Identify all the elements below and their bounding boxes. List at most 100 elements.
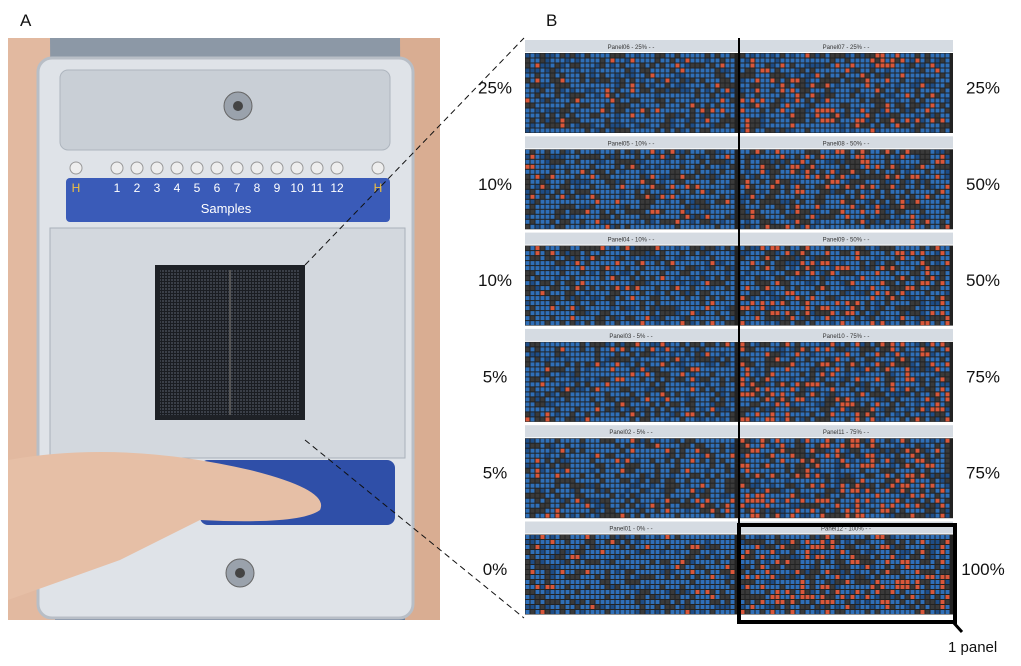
heatmap-cell	[530, 392, 535, 397]
heatmap-cell	[555, 281, 560, 286]
heatmap-cell	[570, 179, 575, 184]
heatmap-cell	[525, 311, 530, 316]
heatmap-cell	[570, 382, 575, 387]
heatmap-cell	[630, 98, 635, 103]
heatmap-cell	[655, 256, 660, 261]
heatmap-cell	[790, 194, 795, 199]
heatmap-cell	[685, 179, 690, 184]
heatmap-cell	[905, 149, 910, 154]
heatmap-cell	[640, 189, 645, 194]
heatmap-cell	[750, 342, 755, 347]
heatmap-cell	[600, 189, 605, 194]
heatmap-cell	[660, 412, 665, 417]
heatmap-cell	[915, 352, 920, 357]
heatmap-cell	[555, 246, 560, 251]
heatmap-cell	[620, 93, 625, 98]
heatmap-cell	[685, 321, 690, 326]
heatmap-cell	[855, 78, 860, 83]
heatmap-cell	[690, 194, 695, 199]
heatmap-cell	[590, 316, 595, 321]
heatmap-cell	[530, 347, 535, 352]
heatmap-cell	[720, 251, 725, 256]
heatmap-cell	[560, 397, 565, 402]
heatmap-cell	[890, 159, 895, 164]
heatmap-cell	[695, 98, 700, 103]
heatmap-cell	[590, 397, 595, 402]
heatmap-cell	[620, 402, 625, 407]
heatmap-cell	[805, 261, 810, 266]
heatmap-cell	[870, 78, 875, 83]
heatmap-cell	[565, 367, 570, 372]
heatmap-cell	[545, 123, 550, 128]
heatmap-cell	[755, 316, 760, 321]
heatmap-cell	[555, 149, 560, 154]
heatmap-cell	[700, 214, 705, 219]
heatmap-cell	[860, 251, 865, 256]
heatmap-cell	[905, 199, 910, 204]
heatmap-cell	[630, 276, 635, 281]
heatmap-cell	[775, 108, 780, 113]
heatmap-cell	[690, 281, 695, 286]
heatmap-cell	[805, 184, 810, 189]
heatmap-cell	[730, 377, 735, 382]
heatmap-cell	[785, 342, 790, 347]
heatmap-cell	[530, 407, 535, 412]
heatmap-cell	[800, 123, 805, 128]
heatmap-cell	[745, 108, 750, 113]
heatmap-cell	[810, 306, 815, 311]
heatmap-cell	[600, 88, 605, 93]
heatmap-cell	[580, 412, 585, 417]
heatmap-cell	[830, 276, 835, 281]
heatmap-cell	[860, 83, 865, 88]
heatmap-cell	[665, 362, 670, 367]
heatmap-cell	[570, 402, 575, 407]
heatmap-cell	[525, 58, 530, 63]
heatmap-cell	[900, 68, 905, 73]
heatmap-cell	[560, 214, 565, 219]
heatmap-cell	[630, 93, 635, 98]
heatmap-cell	[565, 261, 570, 266]
heatmap-cell	[720, 291, 725, 296]
heatmap-cell	[630, 347, 635, 352]
heatmap-cell	[840, 189, 845, 194]
heatmap-cell	[525, 113, 530, 118]
heatmap-cell	[805, 53, 810, 58]
heatmap-cell	[845, 179, 850, 184]
heatmap-cell	[930, 164, 935, 169]
heatmap-cell	[905, 276, 910, 281]
heatmap-cell	[910, 194, 915, 199]
heatmap-cell	[625, 367, 630, 372]
heatmap-cell	[870, 189, 875, 194]
heatmap-cell	[815, 194, 820, 199]
heatmap-cell	[670, 174, 675, 179]
heatmap-cell	[855, 103, 860, 108]
heatmap-cell	[645, 291, 650, 296]
heatmap-cell	[805, 118, 810, 123]
heatmap-cell	[660, 347, 665, 352]
heatmap-cell	[820, 266, 825, 271]
heatmap-cell	[765, 352, 770, 357]
heatmap-cell	[945, 128, 950, 133]
heatmap-cell	[630, 189, 635, 194]
heatmap-cell	[720, 382, 725, 387]
heatmap-cell	[560, 179, 565, 184]
heatmap-cell	[935, 58, 940, 63]
heatmap-cell	[590, 311, 595, 316]
heatmap-cell	[595, 357, 600, 362]
heatmap-cell	[610, 149, 615, 154]
heatmap-cell	[555, 316, 560, 321]
heatmap-cell	[845, 204, 850, 209]
heatmap-cell	[715, 63, 720, 68]
heatmap-cell	[945, 311, 950, 316]
heatmap-cell	[930, 113, 935, 118]
heatmap-cell	[695, 128, 700, 133]
heatmap-cell	[905, 113, 910, 118]
heatmap-cell	[920, 83, 925, 88]
heatmap-cell	[540, 189, 545, 194]
heatmap-cell	[710, 382, 715, 387]
heatmap-cell	[525, 392, 530, 397]
heatmap-cell	[920, 306, 925, 311]
heatmap-cell	[895, 93, 900, 98]
heatmap-cell	[555, 377, 560, 382]
heatmap-cell	[880, 63, 885, 68]
